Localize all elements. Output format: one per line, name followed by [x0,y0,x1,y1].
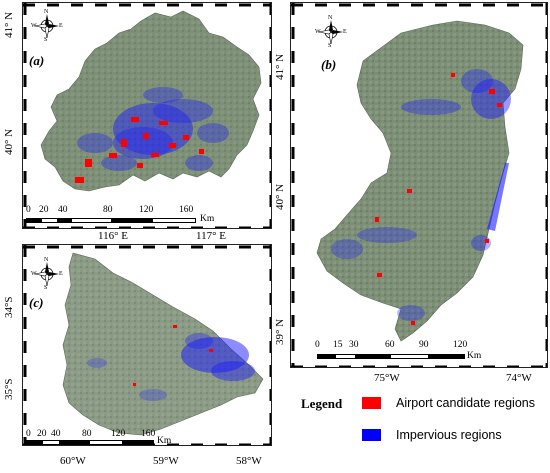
lon-label-b-74: 74°W [506,372,532,384]
airport-candidates-c [133,325,213,386]
legend-label-airport: Airport candidate regions [396,396,535,410]
compass-rose-icon: N S W E [31,9,63,43]
panel-a-label: (a) [29,53,45,68]
lon-label-a-116: 116° E [98,230,128,242]
legend-swatch-impervious [362,429,381,441]
lat-label-b-39: 39° N [274,318,286,345]
buenos-aires-region [62,252,264,436]
lat-label-c-34: 34°S [3,296,15,318]
compass-rose-icon: N S W E [31,257,63,291]
compass-rose-icon: N S W E [315,15,347,49]
airport-candidates-b [375,73,502,325]
legend-swatch-airport [362,397,381,409]
new-jersey-region [316,20,524,342]
lat-label-c-35: 35°S [3,378,15,400]
legend-title: Legend [301,396,343,411]
legend-label-impervious: Impervious regions [396,428,502,442]
map-c-svg [23,245,271,445]
map-a-svg [23,3,271,228]
lat-label-a-40: 40° N [3,128,15,155]
panel-b-label: (b) [321,57,337,72]
lat-label-a-41: 41° N [3,11,15,38]
lat-label-b-40: 40° N [274,183,286,210]
impervious-regions-a [77,87,229,171]
lon-label-c-58: 58°W [236,455,262,467]
impervious-regions-b [331,69,511,321]
impervious-regions-c [87,333,255,401]
lon-label-a-117: 117° E [196,230,226,242]
map-b-svg [291,3,547,367]
panel-c-label: (c) [29,295,44,310]
map-panel-c: N S W E (c) 0 20 40 80 120 160 Km [22,244,272,446]
map-panel-a: N S W E (a) 0 20 40 80 120 160 Km [22,2,272,229]
lon-label-c-59: 59°W [153,455,179,467]
airport-candidates-a [75,117,204,183]
map-panel-b: N S W E (b) 0 15 30 60 90 120 Km [290,2,548,368]
lon-label-b-75: 75°W [374,372,400,384]
lat-label-b-41: 41° N [274,53,286,80]
beijing-region [40,10,262,192]
lon-label-c-60: 60°W [60,455,86,467]
